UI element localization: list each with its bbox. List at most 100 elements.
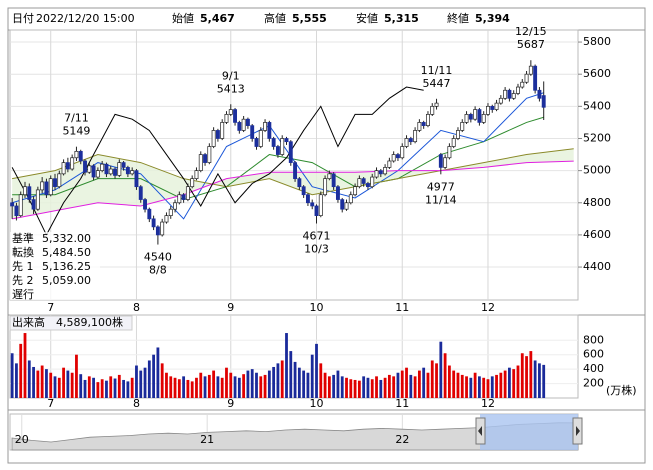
candle-body bbox=[74, 150, 79, 159]
volume-bar bbox=[379, 379, 383, 398]
volume-bar bbox=[75, 354, 78, 398]
volume-bar bbox=[529, 351, 533, 398]
candle-body bbox=[498, 97, 503, 104]
volume-bar bbox=[139, 370, 143, 398]
layers: 日付 2022/12/20 15:00 始値 5,467 高値 5,555 安値 5,315 終… bbox=[9, 11, 637, 451]
volume-bar bbox=[353, 379, 357, 398]
candle-body bbox=[400, 146, 405, 159]
candle-body bbox=[271, 138, 276, 147]
x-tick-label: 12 bbox=[481, 301, 495, 314]
volume-bar bbox=[263, 374, 267, 398]
volume-bar bbox=[255, 372, 258, 398]
volume-bar bbox=[276, 363, 280, 398]
legend-name: 遅行 bbox=[12, 288, 34, 301]
candle-body bbox=[215, 130, 220, 139]
volume-bar bbox=[207, 374, 211, 398]
candle-body bbox=[387, 160, 392, 168]
legend-name: 先 2 bbox=[12, 274, 34, 287]
candle-body bbox=[378, 170, 383, 175]
volume-bar bbox=[392, 376, 396, 398]
y-tick-label: 800 bbox=[583, 333, 604, 346]
candle-body bbox=[486, 105, 490, 115]
volume-bar bbox=[165, 372, 168, 398]
annotation-date: 9/1 bbox=[222, 69, 240, 82]
navigator-label: 22 bbox=[395, 433, 409, 446]
candle-body bbox=[516, 86, 520, 94]
annotation-date: 10/3 bbox=[304, 243, 329, 256]
volume-bar bbox=[169, 376, 173, 398]
candle-body bbox=[280, 138, 285, 155]
candle-body bbox=[318, 194, 323, 216]
candle-body bbox=[134, 170, 139, 188]
y-tick-label: 5600 bbox=[583, 67, 611, 80]
volume-bar bbox=[520, 353, 524, 398]
annotation-value: 4977 bbox=[427, 180, 455, 193]
volume-bar bbox=[62, 367, 65, 398]
volume-bar bbox=[400, 370, 404, 398]
volume-bar bbox=[220, 377, 224, 398]
labels: 日付 2022/12/20 15:00 始値 5,467 高値 5,555 安値 5,315 終… bbox=[9, 11, 637, 446]
candle-body bbox=[430, 105, 435, 115]
volume-bar bbox=[439, 341, 443, 398]
candle-body bbox=[117, 162, 122, 176]
volume-bar bbox=[315, 343, 318, 398]
y-tick-label: 5200 bbox=[583, 131, 611, 144]
candle-body bbox=[357, 178, 362, 188]
candle-body bbox=[254, 138, 259, 147]
candle-body bbox=[263, 122, 268, 131]
volume-bar bbox=[190, 381, 194, 398]
volume-bar bbox=[490, 376, 494, 398]
x-tick-label: 10 bbox=[310, 301, 324, 314]
annotation-date: 12/15 bbox=[515, 25, 547, 38]
volume-bar bbox=[152, 354, 156, 398]
volume-bar bbox=[345, 377, 348, 398]
candle-body bbox=[507, 89, 512, 99]
candle-body bbox=[70, 157, 75, 170]
volume-bar bbox=[173, 377, 177, 398]
legend-value: 5,484.50 bbox=[42, 246, 91, 259]
legend-value: 5,136.25 bbox=[42, 260, 91, 273]
candle-body bbox=[494, 102, 499, 110]
candle-body bbox=[220, 122, 225, 139]
candle-body bbox=[344, 202, 349, 210]
candle-body bbox=[143, 199, 147, 210]
volume-bar bbox=[366, 377, 370, 398]
candle-body bbox=[443, 157, 448, 168]
annotation-value: 5687 bbox=[517, 38, 545, 51]
y-tick-label: 400 bbox=[583, 362, 604, 375]
volume-bar bbox=[357, 380, 361, 398]
candle-body bbox=[23, 186, 27, 196]
candle-body bbox=[438, 154, 443, 168]
candle-body bbox=[468, 114, 473, 120]
candle-body bbox=[121, 162, 126, 168]
candle-body bbox=[451, 138, 456, 147]
candle-body bbox=[233, 109, 238, 123]
handle-arrow bbox=[478, 426, 482, 436]
candle-body bbox=[374, 170, 379, 178]
volume-bar bbox=[177, 379, 181, 398]
candle-body bbox=[511, 93, 516, 99]
volume-bar bbox=[499, 372, 503, 398]
volume-bar bbox=[160, 363, 164, 398]
volume-bar bbox=[143, 367, 147, 398]
y-tick-label: 4800 bbox=[583, 196, 611, 209]
volume-bar bbox=[456, 372, 460, 398]
candle-body bbox=[164, 215, 169, 223]
candle-body bbox=[417, 122, 422, 131]
volume-bar bbox=[362, 376, 366, 398]
volume-bar bbox=[336, 370, 340, 398]
x-tick-label: 7 bbox=[47, 301, 54, 314]
volume-bar bbox=[15, 363, 18, 398]
volume-bar bbox=[289, 351, 293, 398]
candle-body bbox=[383, 167, 388, 175]
candle-body bbox=[155, 226, 160, 236]
volume-bar bbox=[113, 378, 117, 398]
navigator-selection[interactable] bbox=[480, 414, 578, 450]
candle-body bbox=[160, 221, 165, 236]
x-tick-label: 10 bbox=[310, 397, 324, 410]
volume-bar bbox=[36, 370, 40, 398]
candle-body bbox=[473, 109, 478, 120]
legend-value: 5,059.00 bbox=[42, 274, 91, 287]
volume-bar bbox=[199, 372, 203, 398]
